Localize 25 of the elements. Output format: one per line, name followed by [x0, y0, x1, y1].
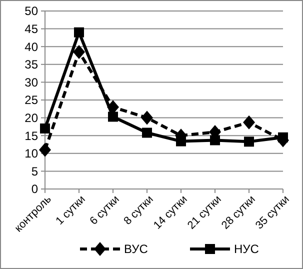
y-tick-label: 40 [24, 40, 38, 54]
point [244, 136, 254, 147]
point [141, 110, 153, 125]
point [74, 27, 84, 38]
point [108, 112, 118, 122]
y-tick-label: 10 [24, 146, 38, 161]
point [73, 44, 85, 59]
y-tick-label: 5 [31, 164, 38, 178]
y-tick-label: 45 [24, 22, 38, 36]
y-tick-label: 35 [24, 58, 38, 72]
y-tick-label: 50 [24, 4, 38, 18]
legend-label: НУС [234, 242, 260, 256]
y-tick-label: 30 [24, 75, 38, 90]
point [210, 135, 220, 146]
point [40, 123, 50, 134]
y-tick-label: 20 [24, 111, 38, 125]
point [39, 142, 51, 157]
point [142, 128, 152, 138]
legend-label: ВУС [124, 242, 148, 256]
point [243, 115, 255, 130]
point [278, 132, 288, 142]
y-tick-label: 0 [31, 182, 38, 196]
y-tick-label: 25 [24, 93, 38, 108]
y-tick-label: 15 [24, 128, 38, 143]
point [176, 136, 186, 146]
